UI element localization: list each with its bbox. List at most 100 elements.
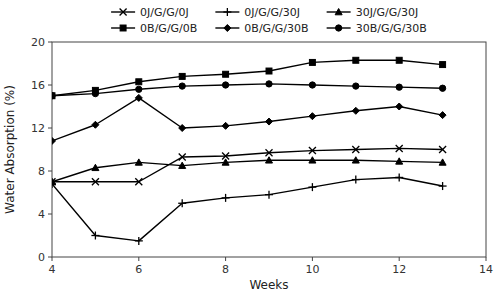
marker-shape xyxy=(135,94,142,101)
marker-shape xyxy=(52,178,56,184)
series-line xyxy=(52,60,443,95)
marker-shape xyxy=(92,164,99,170)
marker-shape xyxy=(396,84,402,90)
marker-shape xyxy=(222,82,228,88)
marker-shape xyxy=(52,137,56,144)
legend-marker xyxy=(223,8,231,16)
marker-shape xyxy=(268,191,269,199)
marker-shape xyxy=(92,121,99,128)
y-tick-label: 0 xyxy=(38,251,45,264)
marker-shape xyxy=(439,146,446,153)
point xyxy=(352,107,359,114)
point xyxy=(92,164,99,170)
point xyxy=(179,83,185,89)
marker-shape xyxy=(179,154,186,161)
legend-item: 30J/G/G/30J xyxy=(327,6,419,19)
marker-shape xyxy=(266,81,272,87)
marker-shape xyxy=(135,178,142,185)
marker-shape xyxy=(225,194,226,202)
marker-shape xyxy=(224,25,231,32)
point xyxy=(309,59,315,65)
point xyxy=(352,176,360,184)
point xyxy=(92,121,99,128)
point xyxy=(439,146,446,153)
marker-shape xyxy=(353,83,359,89)
marker-shape xyxy=(222,159,229,165)
point xyxy=(439,159,446,165)
legend-item: 0B/G/G/0B xyxy=(111,22,197,35)
point xyxy=(179,73,185,79)
marker-shape xyxy=(352,157,359,163)
point xyxy=(353,83,359,89)
marker-shape xyxy=(312,183,313,191)
point xyxy=(396,158,403,164)
marker-shape xyxy=(179,83,185,89)
point xyxy=(266,118,273,125)
point xyxy=(395,173,403,181)
marker-shape xyxy=(355,176,356,184)
series-line xyxy=(52,177,443,240)
marker-shape xyxy=(352,146,359,153)
point xyxy=(222,194,230,202)
legend-marker xyxy=(120,9,127,16)
marker-shape xyxy=(266,149,273,156)
marker-shape xyxy=(52,178,56,185)
marker-shape xyxy=(227,8,228,16)
x-tick xyxy=(138,257,139,261)
point xyxy=(309,157,316,163)
point xyxy=(439,182,447,190)
marker-shape xyxy=(92,90,98,96)
marker-shape xyxy=(266,149,273,156)
marker-shape xyxy=(439,112,446,119)
marker-shape xyxy=(309,157,316,163)
legend-item: 0B/G/G/30B xyxy=(215,22,308,35)
plot-frame xyxy=(52,42,486,257)
point xyxy=(309,113,316,120)
point xyxy=(353,57,359,63)
y-tick-label: 4 xyxy=(38,208,45,221)
point xyxy=(308,183,316,191)
x-tick xyxy=(312,257,313,261)
marker-shape xyxy=(335,9,342,15)
point xyxy=(179,154,186,161)
y-tick xyxy=(48,257,52,258)
point xyxy=(439,112,446,119)
point xyxy=(396,84,402,90)
point xyxy=(92,178,99,185)
legend-item: 0J/G/G/0J xyxy=(111,6,189,19)
marker-shape xyxy=(309,59,315,65)
marker-shape xyxy=(396,57,402,63)
point xyxy=(352,157,359,163)
legend-marker xyxy=(335,25,341,31)
point xyxy=(223,71,229,77)
point xyxy=(135,94,142,101)
point xyxy=(352,146,359,153)
marker-shape xyxy=(120,9,127,16)
point xyxy=(92,90,98,96)
y-tick xyxy=(48,128,52,129)
point xyxy=(179,162,186,168)
series-line xyxy=(52,160,443,182)
marker-shape xyxy=(309,147,316,154)
point xyxy=(135,178,142,185)
marker-shape xyxy=(266,68,272,74)
point xyxy=(440,62,446,68)
point xyxy=(91,232,99,240)
legend-label: 30B/G/G/30B xyxy=(356,22,427,35)
marker-shape xyxy=(92,178,99,185)
point xyxy=(266,157,273,163)
series-line xyxy=(52,148,443,181)
point xyxy=(439,85,445,91)
legend: 0J/G/G/0J0J/G/G/30J30J/G/G/30J0B/G/G/0B0… xyxy=(111,6,427,35)
point xyxy=(52,93,55,99)
marker-shape xyxy=(92,178,99,185)
marker-shape xyxy=(182,199,183,207)
x-tick-label: 8 xyxy=(222,263,229,276)
point xyxy=(136,86,142,92)
marker-shape xyxy=(309,82,315,88)
point xyxy=(52,137,56,144)
marker-shape xyxy=(52,93,55,99)
marker-shape xyxy=(439,85,445,91)
y-tick-label: 8 xyxy=(38,165,45,178)
marker-shape xyxy=(352,107,359,114)
